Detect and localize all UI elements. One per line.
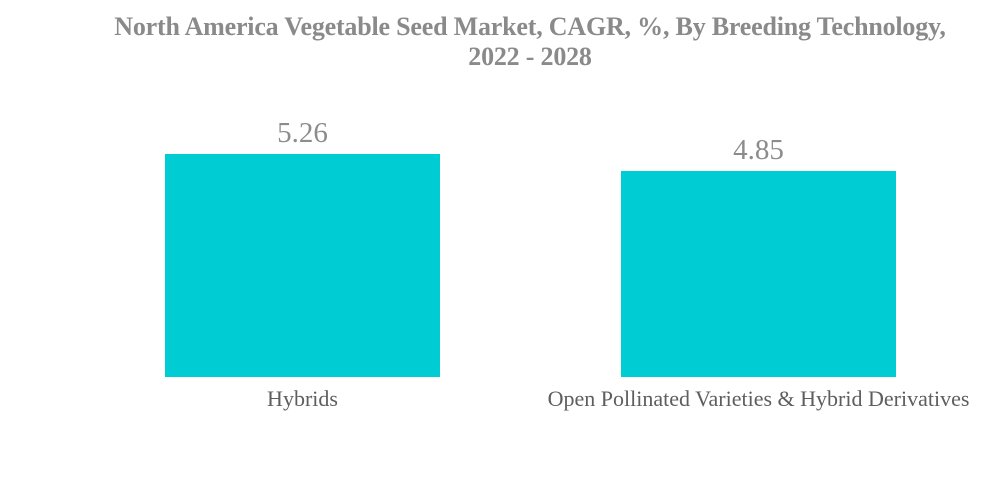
bar-group-hybrids: 5.26 Hybrids xyxy=(165,117,440,411)
category-label-hybrids: Hybrids xyxy=(267,386,338,411)
bar-group-open-pollinated: 4.85 Open Pollinated Varieties & Hybrid … xyxy=(548,134,970,411)
category-label-open-pollinated: Open Pollinated Varieties & Hybrid Deriv… xyxy=(547,386,970,411)
value-label-hybrids: 5.26 xyxy=(277,117,328,149)
bar-hybrids xyxy=(165,154,440,377)
value-label-open-pollinated: 4.85 xyxy=(733,134,784,166)
chart-title-line1: North America Vegetable Seed Market, CAG… xyxy=(114,12,946,41)
chart-title-line2: 2022 - 2028 xyxy=(468,42,592,71)
bar-open-pollinated xyxy=(621,171,896,377)
chart-title: North America Vegetable Seed Market, CAG… xyxy=(60,12,1000,72)
